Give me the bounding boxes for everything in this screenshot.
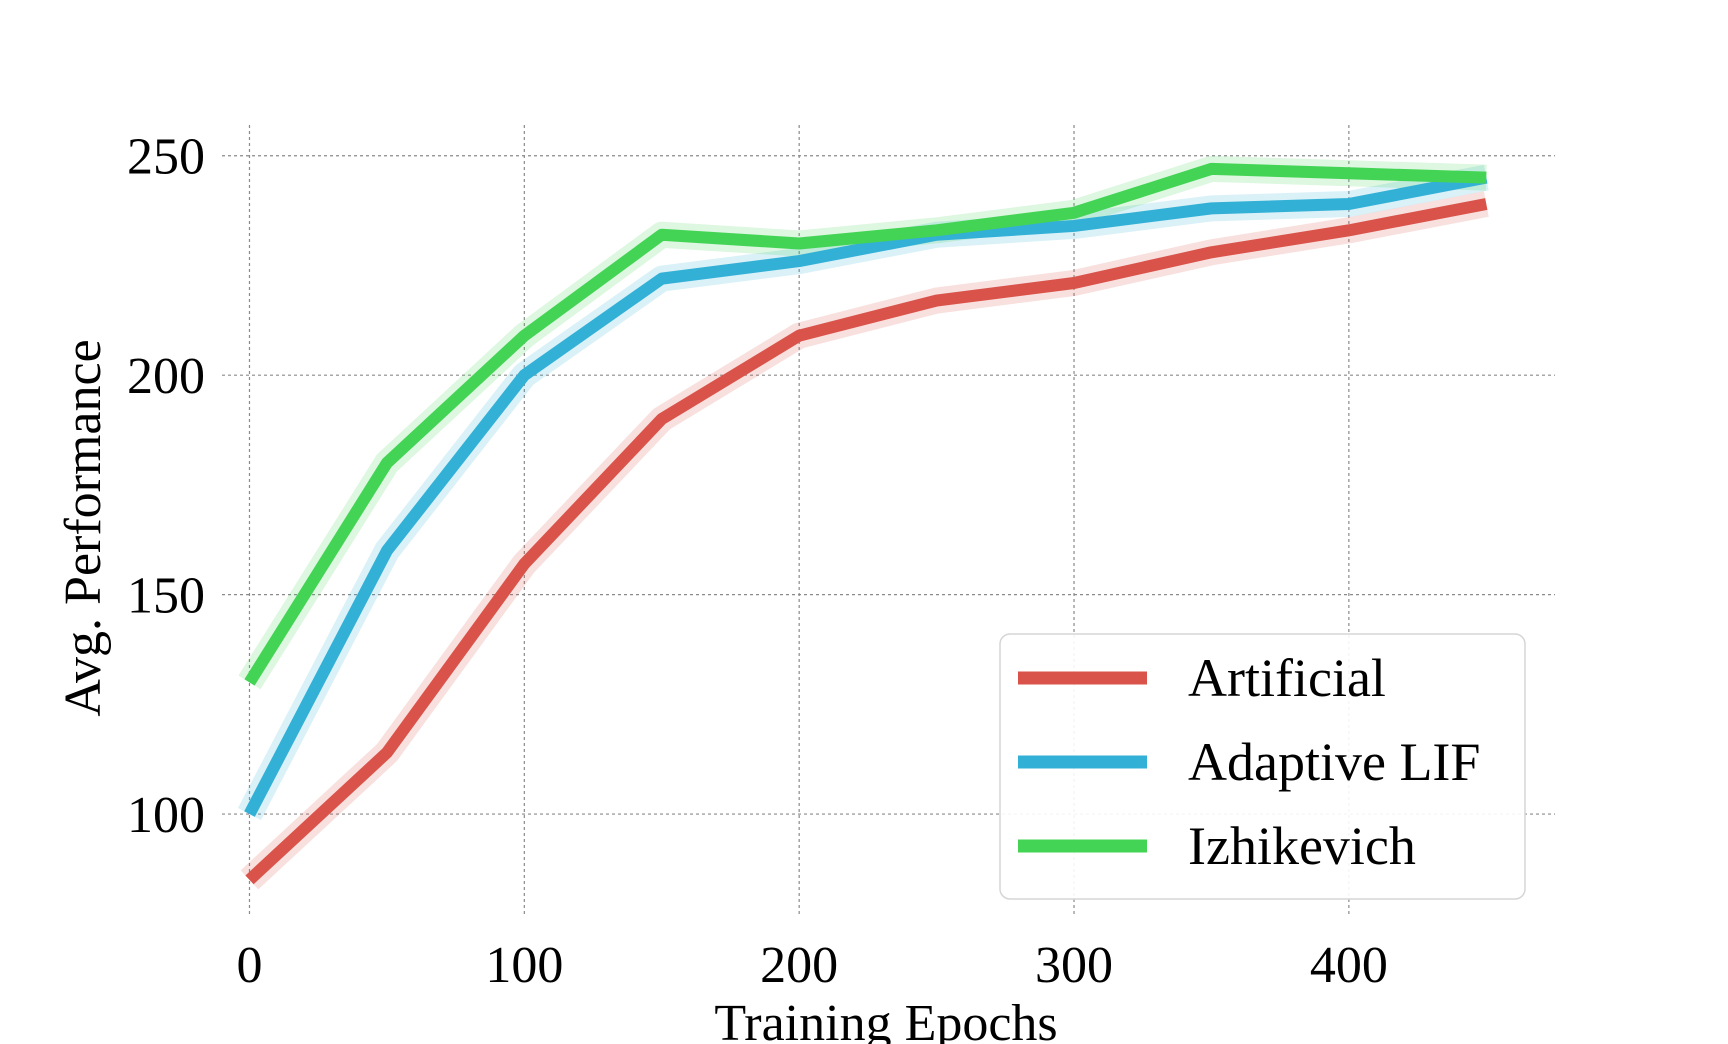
series-line-2: [244, 162, 1487, 686]
y-tick-label: 200: [127, 348, 205, 405]
legend-label: Adaptive LIF: [1188, 732, 1480, 792]
x-tick-label: 200: [760, 937, 838, 994]
y-tick-label: 100: [127, 787, 205, 844]
y-axis-label: Avg. Performance: [55, 339, 112, 716]
x-tick-labels: 0 100 200 300 400: [236, 937, 1387, 994]
legend-label: Artificial: [1188, 648, 1386, 708]
x-tick-label: 400: [1310, 937, 1388, 994]
x-tick-label: 300: [1035, 937, 1113, 994]
y-tick-labels: 100 150 200 250: [127, 129, 205, 844]
x-tick-label: 0: [236, 937, 262, 994]
legend: Artificial Adaptive LIF Izhikevich: [999, 633, 1526, 900]
y-tick-label: 250: [127, 129, 205, 186]
series-lines: [244, 162, 1488, 885]
series-line-0: [245, 198, 1488, 885]
series-line-1: [244, 171, 1488, 817]
y-tick-label: 150: [127, 568, 205, 625]
legend-frame: [999, 633, 1526, 900]
x-axis-label: Training Epochs: [714, 995, 1057, 1044]
x-tick-label: 100: [485, 937, 563, 994]
legend-label: Izhikevich: [1188, 816, 1416, 876]
